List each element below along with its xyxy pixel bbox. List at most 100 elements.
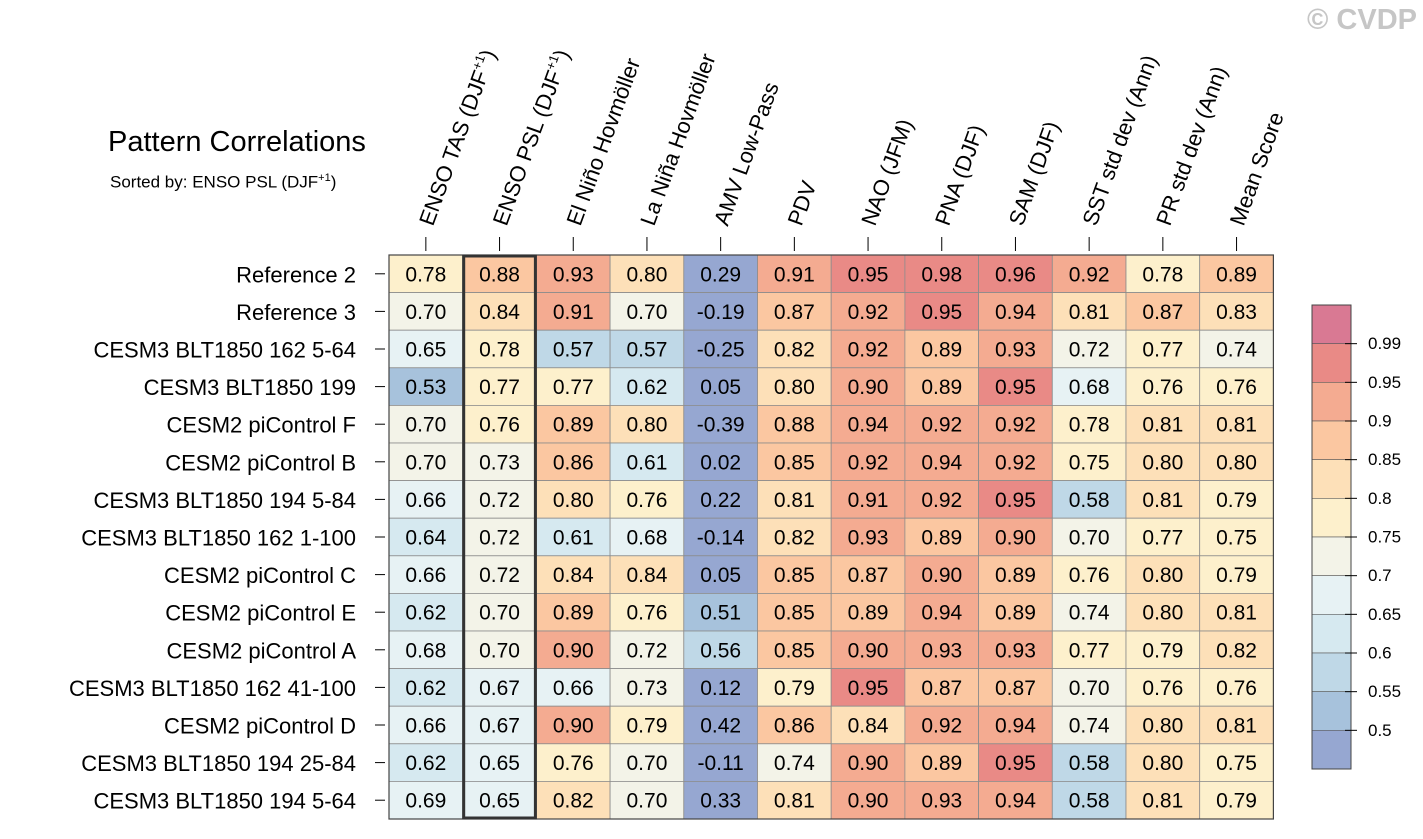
heatmap-cell	[462, 329, 537, 369]
cell-value: 0.76	[627, 489, 668, 512]
cell-value: 0.80	[1142, 715, 1183, 738]
cell-value: 0.90	[848, 752, 889, 775]
cell-value: 0.89	[995, 564, 1036, 587]
heatmap-cell	[1125, 668, 1201, 707]
cell-value: 0.02	[700, 451, 741, 474]
column-label: PR std dev (Ann)	[1151, 63, 1232, 229]
cell-value: 0.80	[627, 263, 668, 286]
cell-value: 0.68	[1069, 376, 1110, 399]
cell-value: 0.80	[553, 489, 594, 512]
cell-value: 0.61	[627, 451, 668, 474]
column-label-text: La Niña Hovmöller	[635, 50, 720, 229]
cell-value: -0.11	[697, 752, 743, 775]
heatmap-cell	[683, 442, 758, 481]
column-label-text: El Niño Hovmöller	[561, 55, 645, 229]
colorbar-segment	[1311, 652, 1352, 692]
cell-value: 0.89	[921, 527, 962, 550]
row-label: Reference 2	[236, 262, 356, 287]
heatmap-cell	[830, 254, 906, 293]
heatmap-cell	[1199, 630, 1274, 669]
cell-value: 0.74	[774, 752, 815, 775]
cell-value: 0.81	[774, 790, 815, 813]
cell-value: 0.91	[553, 301, 594, 324]
cell-value: 0.90	[848, 376, 889, 399]
cell-value: 0.93	[995, 639, 1036, 662]
heatmap-cell	[830, 480, 906, 519]
cell-value: 0.85	[774, 602, 815, 625]
column-label-text: PR std dev (Ann)	[1151, 63, 1232, 229]
heatmap-cell	[1199, 593, 1274, 632]
heatmap-cell	[757, 480, 832, 519]
row-label: CESM2 piControl B	[165, 450, 356, 475]
cell-value: 0.94	[921, 602, 962, 625]
cell-value: 0.95	[848, 263, 889, 286]
heatmap-cell	[978, 781, 1053, 820]
cell-value: 0.62	[627, 376, 668, 399]
colorbar-segment	[1311, 420, 1352, 460]
cell-value: 0.82	[553, 790, 594, 813]
cell-value: 0.79	[1142, 639, 1183, 662]
heatmap-cell	[1125, 254, 1201, 293]
cell-value: 0.76	[1069, 564, 1110, 587]
heatmap-cell	[904, 404, 980, 444]
cell-value: 0.78	[479, 339, 520, 362]
colorbar: 0.5 0.55 0.6 0.65 0.7 0.75 0.8 0.85 0.9 0.95 0.99	[1311, 304, 1401, 770]
heatmap-cell	[830, 630, 906, 669]
cell-value: 0.70	[405, 451, 446, 474]
cell-value: 0.86	[774, 715, 815, 738]
row-labels: Reference 2 Reference 3 CESM3 BLT1850 162 …	[69, 262, 385, 814]
cell-value: 0.72	[479, 489, 520, 512]
cell-value: 0.84	[553, 564, 594, 587]
heatmap-cell	[757, 705, 832, 745]
column-label: El Niño Hovmöller	[561, 55, 645, 229]
cell-value: 0.62	[405, 752, 446, 775]
heatmap-cell	[609, 292, 685, 331]
heatmap-cell	[536, 555, 611, 594]
colorbar-segment	[1311, 575, 1352, 615]
cell-value: 0.76	[479, 414, 520, 437]
cell-value: 0.74	[1216, 339, 1257, 362]
heatmap-cell	[1125, 292, 1201, 331]
cell-value: 0.74	[1069, 602, 1110, 625]
cell-value: 0.05	[700, 564, 741, 587]
cell-value: 0.33	[700, 790, 741, 813]
row-label: CESM2 piControl D	[164, 714, 356, 739]
cell-value: 0.29	[700, 263, 741, 286]
colorbar-label: 0.7	[1368, 566, 1392, 585]
cell-value: 0.94	[995, 301, 1036, 324]
column-label-text: AMV Low-Pass	[709, 79, 784, 229]
heatmap-cell	[830, 442, 906, 481]
heatmap-cell	[757, 668, 832, 707]
heatmap-cell	[757, 743, 832, 782]
cell-value: 0.95	[848, 677, 889, 700]
heatmap-cell	[1199, 254, 1274, 293]
cell-value: 0.87	[1142, 301, 1183, 324]
column-label: PNA (DJF)	[930, 121, 989, 228]
cell-value: 0.88	[479, 263, 520, 286]
cell-value: -0.19	[697, 301, 745, 324]
cell-value: 0.94	[921, 451, 962, 474]
cell-value: 0.81	[774, 489, 815, 512]
heatmap-cell	[388, 404, 464, 444]
colorbar-segment	[1311, 498, 1352, 538]
cell-value: 0.79	[627, 715, 668, 738]
cell-value: 0.85	[774, 639, 815, 662]
heatmap-cell	[609, 329, 685, 369]
heatmap-cell	[978, 329, 1053, 369]
heatmap-cell	[904, 781, 980, 820]
heatmap-cell	[904, 630, 980, 669]
subtitle-sup: +1	[318, 172, 331, 184]
heatmap-cell	[978, 555, 1053, 594]
heatmap-cell	[830, 781, 906, 820]
heatmap-cell	[978, 593, 1053, 632]
column-label: SST std dev (Ann)	[1077, 52, 1162, 229]
row-label: CESM3 BLT1850 162 41-100	[69, 676, 356, 701]
heatmap-cell	[609, 668, 685, 707]
cell-value: 0.76	[1142, 376, 1183, 399]
cell-value: 0.84	[479, 301, 520, 324]
column-label-text: PDV	[783, 177, 822, 228]
heatmap-cell	[609, 442, 685, 481]
cell-value: 0.65	[479, 752, 520, 775]
cell-value: 0.85	[774, 451, 815, 474]
cell-value: 0.77	[1142, 339, 1183, 362]
